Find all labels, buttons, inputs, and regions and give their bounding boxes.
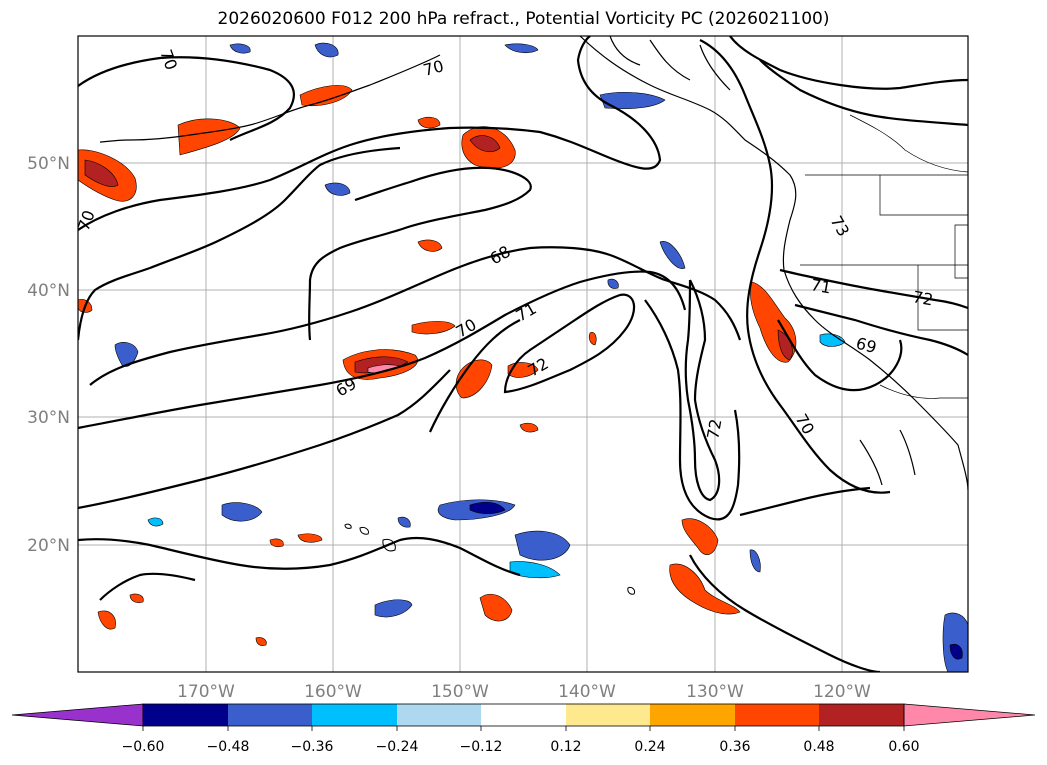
colorbar-swatch (143, 704, 228, 726)
colorbar: −0.60 −0.48 −0.36 −0.24 −0.12 0.12 0.24 … (11, 703, 1036, 755)
colorbar-tick-label: −0.24 (376, 739, 419, 755)
colorbar-tick-label: −0.12 (460, 739, 503, 755)
lat-label-50n: 50°N (27, 154, 70, 174)
colorbar-swatch (312, 704, 397, 726)
longitude-labels: 170°W 160°W 150°W 140°W 130°W 120°W (177, 682, 871, 702)
colorbar-extend-min (11, 703, 144, 727)
colorbar-tick-label: −0.60 (122, 739, 165, 755)
lat-label-30n: 30°N (27, 408, 70, 428)
colorbar-swatch (566, 704, 650, 726)
colorbar-swatch (735, 704, 819, 726)
lat-label-20n: 20°N (27, 536, 70, 556)
pv-negative-anomalies (114, 42, 968, 672)
contour-label: 70 (421, 56, 446, 80)
colorbar-swatch (228, 704, 312, 726)
colorbar-swatch (650, 704, 735, 726)
colorbar-tick-label: 0.12 (550, 739, 581, 755)
gridlines (78, 36, 968, 672)
lon-label-170w: 170°W (177, 682, 235, 702)
lon-label-140w: 140°W (558, 682, 616, 702)
lon-label-130w: 130°W (686, 682, 744, 702)
lat-label-40n: 40°N (27, 281, 70, 301)
contour-label: 69 (854, 334, 879, 358)
pv-positive-anomalies (78, 85, 797, 646)
colorbar-tick-label: 0.36 (719, 739, 750, 755)
colorbar-swatch (819, 704, 904, 726)
map-title: 2026020600 F012 200 hPa refract., Potent… (217, 9, 830, 29)
colorbar-swatch (481, 704, 566, 726)
plot-frame (77, 35, 969, 673)
colorbar-tick-label: 0.24 (634, 739, 665, 755)
islands (344, 523, 635, 595)
contour-label: 72 (911, 287, 934, 309)
latitude-labels: 50°N 40°N 30°N 20°N (27, 154, 70, 556)
lon-label-160w: 160°W (304, 682, 362, 702)
colorbar-tick-label: −0.36 (291, 739, 334, 755)
colorbar-tick-label: −0.48 (207, 739, 250, 755)
colorbar-tick-label: 0.60 (888, 739, 919, 755)
contour-label: 71 (809, 275, 832, 297)
contour-label: 72 (703, 417, 725, 440)
coastlines (99, 36, 968, 491)
colorbar-tick-label: 0.48 (803, 739, 834, 755)
lon-label-150w: 150°W (431, 682, 489, 702)
lon-label-120w: 120°W (813, 682, 871, 702)
colorbar-swatch (397, 704, 481, 726)
colorbar-extend-max (903, 703, 1036, 727)
country-borders (800, 114, 968, 399)
refractivity-contours (78, 36, 968, 672)
